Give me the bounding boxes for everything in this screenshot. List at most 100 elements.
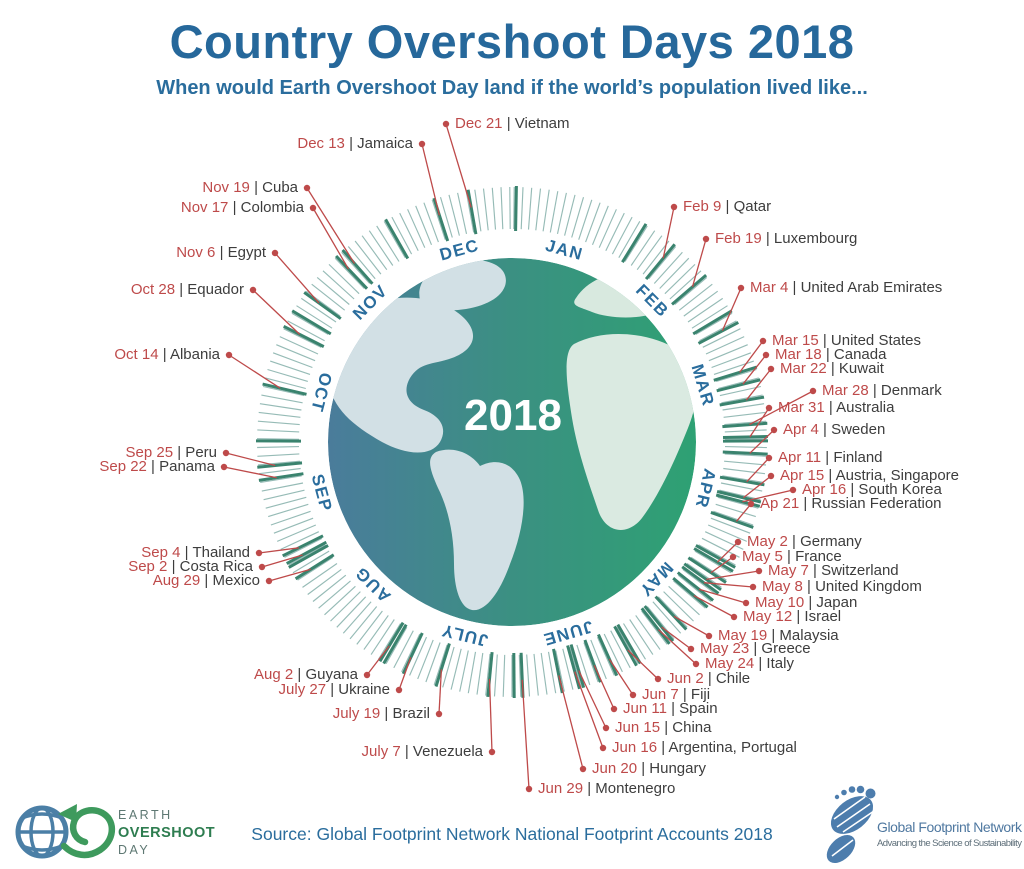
marker-dot-united-states <box>759 337 767 345</box>
global-footprint-network-logo: Global Footprint Network Advancing the S… <box>826 785 1023 864</box>
label-spain: Jun 11 | Spain <box>623 700 718 717</box>
label-ukraine: July 27 | Ukraine <box>279 681 390 698</box>
label-germany: May 2 | Germany <box>747 533 862 550</box>
country-name: | Panama <box>147 458 216 475</box>
marker-dot-france <box>729 553 737 561</box>
overshoot-date: May 12 <box>743 608 792 625</box>
leader-line-spain <box>593 665 615 710</box>
overshoot-date: Nov 17 <box>181 199 229 216</box>
leader-line-venezuela <box>488 678 493 753</box>
label-united-states: Mar 15 | United States <box>772 332 921 349</box>
label-canada: Mar 18 | Canada <box>775 346 887 363</box>
country-name: | Denmark <box>869 382 943 399</box>
page-subtitle: When would Earth Overshoot Day land if t… <box>156 77 868 99</box>
label-vietnam: Dec 21 | Vietnam <box>455 115 570 132</box>
marker-dot-greece <box>687 645 695 653</box>
country-labels: Feb 9 | Qatar Feb 19 | Luxembourg Mar 4 | … <box>99 115 959 797</box>
leader-line-united-kingdom <box>703 582 754 588</box>
eod-globe-icon <box>15 805 69 859</box>
marker-dot-albania <box>225 351 233 359</box>
country-name: | Argentina, Portugal <box>657 739 797 756</box>
marker-dot-canada <box>762 351 770 359</box>
overshoot-date: Ap 21 <box>760 495 799 512</box>
overshoot-date: Sep 22 <box>99 458 147 475</box>
label-kuwait: Mar 22 | Kuwait <box>780 360 885 377</box>
marker-dot-brazil <box>435 710 443 718</box>
overshoot-date: July 27 <box>279 681 327 698</box>
overshoot-date: Oct 14 <box>114 346 158 363</box>
country-name: | Israel <box>792 608 841 625</box>
overshoot-date: May 23 <box>700 640 749 657</box>
marker-dot-venezuela <box>488 748 496 756</box>
leader-line-united-states <box>739 340 764 373</box>
overshoot-date: Feb 9 <box>683 198 721 215</box>
leader-line-australia <box>749 407 770 438</box>
marker-dot-austria-singapore <box>767 472 775 480</box>
overshoot-date: Sep 2 <box>128 558 167 575</box>
leader-line-egypt <box>274 252 320 304</box>
country-name: | United Arab Emirates <box>788 279 942 296</box>
marker-dot-switzerland <box>755 567 763 575</box>
overshoot-date: Jun 15 <box>615 719 660 736</box>
gfn-logo-tagline: Advancing the Science of Sustainability <box>877 838 1022 849</box>
country-name: | Austria, Singapore <box>824 467 959 484</box>
marker-dot-equador <box>249 286 257 294</box>
country-name: | Malaysia <box>767 627 839 644</box>
overshoot-date: Mar 15 <box>772 332 819 349</box>
overshoot-date: Aug 2 <box>254 666 293 683</box>
overshoot-date: May 24 <box>705 655 754 672</box>
marker-dot-fiji <box>629 691 637 699</box>
footprint-icon <box>826 785 876 864</box>
leader-line-sweden <box>749 429 775 454</box>
country-name: | Equador <box>175 281 244 298</box>
label-malaysia: May 19 | Malaysia <box>718 627 839 644</box>
country-name: | Japan <box>804 594 857 611</box>
country-name: | Sweden <box>819 421 885 438</box>
leader-line-russian-federation <box>735 503 752 522</box>
leader-line-south-korea <box>742 489 794 503</box>
eod-logo-line2: OVERSHOOT <box>118 825 215 841</box>
center-year-label: 2018 <box>464 391 562 440</box>
label-south-korea: Apr 16 | South Korea <box>802 481 942 498</box>
leader-line-peru <box>225 452 276 467</box>
country-name: | Germany <box>788 533 862 550</box>
label-cuba: Nov 19 | Cuba <box>202 179 298 196</box>
label-switzerland: May 7 | Switzerland <box>768 562 899 579</box>
overshoot-date: Jun 16 <box>612 739 657 756</box>
source-note: Source: Global Footprint Network Nationa… <box>251 824 773 844</box>
overshoot-date: Apr 16 <box>802 481 846 498</box>
country-name: | Qatar <box>721 198 771 215</box>
country-name: | Hungary <box>637 760 706 777</box>
leader-line-fiji <box>608 658 634 696</box>
marker-dot-italy <box>692 660 700 668</box>
overshoot-date: Mar 22 <box>780 360 827 377</box>
marker-dot-russian-federation <box>747 500 755 508</box>
leader-lines <box>220 120 817 793</box>
country-name: | Ukraine <box>326 681 390 698</box>
country-name: | Australia <box>825 399 895 416</box>
label-united-arab-emirates: Mar 4 | United Arab Emirates <box>750 279 942 296</box>
marker-dot-chile <box>654 675 662 683</box>
leader-line-luxembourg <box>691 238 707 287</box>
country-name: | Peru <box>173 444 217 461</box>
month-label-apr: APR <box>692 467 720 511</box>
overshoot-date: July 19 <box>333 705 381 722</box>
label-chile: Jun 2 | Chile <box>667 670 750 687</box>
leader-line-brazil <box>438 669 443 715</box>
leader-line-montenegro <box>521 679 530 790</box>
label-australia: Mar 31 | Australia <box>778 399 895 416</box>
leader-line-vietnam <box>445 123 472 208</box>
country-name: | Greece <box>749 640 810 657</box>
label-panama: Sep 22 | Panama <box>99 458 215 475</box>
label-austria-singapore: Apr 15 | Austria, Singapore <box>780 467 959 484</box>
country-name: | Brazil <box>380 705 430 722</box>
label-argentina-portugal: Jun 16 | Argentina, Portugal <box>612 739 797 756</box>
country-name: | Mexico <box>200 572 260 589</box>
leader-line-italy <box>657 629 697 665</box>
eod-logo-line3: DAY <box>118 843 150 857</box>
overshoot-date: Jun 29 <box>538 780 583 797</box>
overshoot-date: May 19 <box>718 627 767 644</box>
country-name: | Switzerland <box>809 562 899 579</box>
month-label-dec: DEC <box>438 236 482 265</box>
marker-dot-vietnam <box>442 120 450 128</box>
